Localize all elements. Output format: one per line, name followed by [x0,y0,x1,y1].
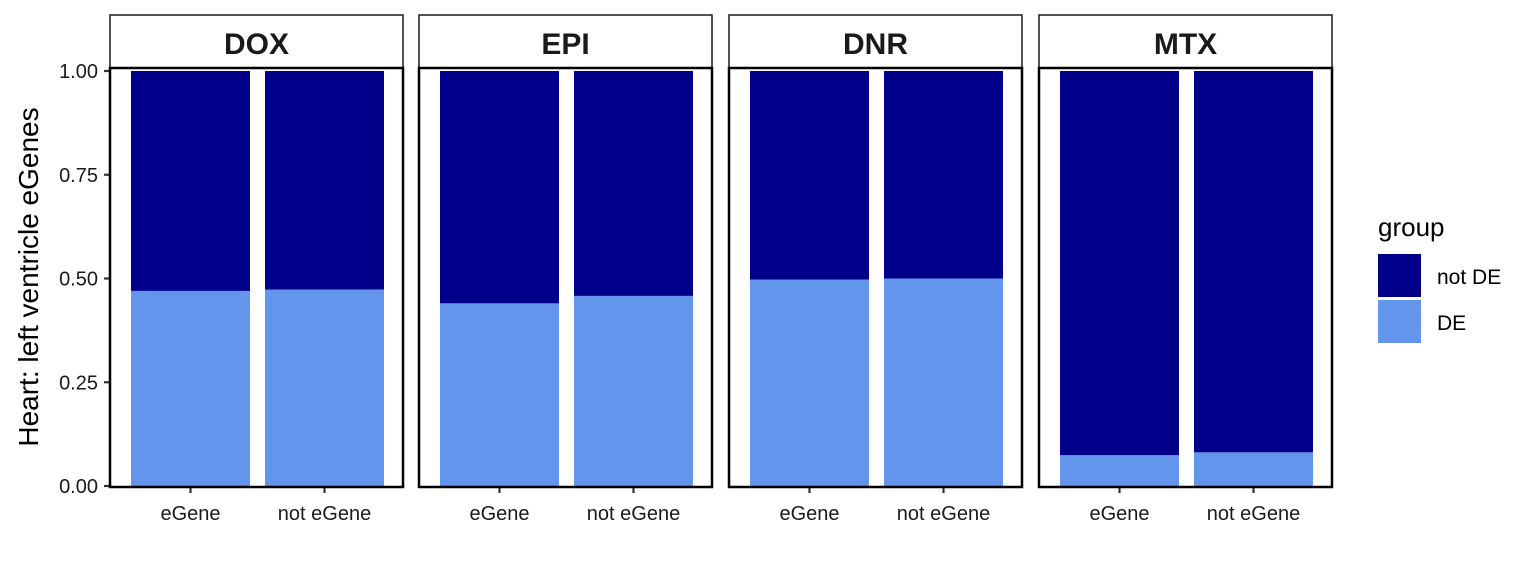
legend-label: DE [1437,312,1466,335]
facet-strip-label: DNR [843,28,908,61]
facet-strip-label: EPI [541,28,589,61]
bar-segment-not-de [750,71,869,280]
facet-panel-epi: EPI eGene not eGene [417,14,714,525]
x-tick-label: not eGene [278,503,371,525]
facet-strip [109,14,404,69]
facet-strip [418,14,713,69]
x-tick-label: not eGene [1207,503,1300,525]
legend-title: group [1378,212,1445,242]
x-tick-label: eGene [779,503,839,525]
x-tick-label: eGene [1089,503,1149,525]
facet-panels: DOX eGene not eGene EPI eGene not eGene DNR eGe… [108,14,1334,525]
bar-segment-not-de [265,71,384,290]
y-axis-title: Heart: left ventricle eGenes [13,107,44,446]
bar-segment-not-de [574,71,693,296]
panel-border [727,66,1024,489]
bar-segment-not-de [884,71,1003,279]
x-tick-label: eGene [160,503,220,525]
legend-label: not DE [1437,266,1501,289]
bar-segment-not-de [440,71,559,304]
legend-key [1378,254,1421,297]
facet-panel-mtx: MTX eGene not eGene [1037,14,1334,525]
panel-border [1037,66,1334,489]
bar-segment-de [1194,452,1313,486]
bar-segment-not-de [131,71,250,291]
bar-segment-de [750,279,869,486]
x-tick-label: not eGene [897,503,990,525]
panel-border [108,66,405,489]
panel-border [417,66,714,489]
facet-strip-label: MTX [1154,28,1217,61]
bar-segment-de [440,303,559,486]
facet-strip-label: DOX [224,28,289,61]
y-tick-label: 0.25 [59,372,98,394]
bar-segment-not-de [1194,71,1313,453]
bar-segment-de [884,278,1003,486]
bar-segment-de [1060,455,1179,486]
bar-segment-not-de [1060,71,1179,456]
x-tick-label: not eGene [587,503,680,525]
y-tick-label: 0.50 [59,269,98,291]
legend: group not DE DE [1378,212,1501,343]
facet-strip [1038,14,1333,69]
facet-panel-dnr: DNR eGene not eGene [727,14,1024,525]
y-tick-label: 0.00 [59,476,98,498]
bar-segment-de [574,295,693,486]
y-axis: 0.00 0.25 0.50 0.75 1.00 [59,61,110,498]
bar-segment-de [131,290,250,486]
y-tick-label: 0.75 [59,165,98,187]
x-tick-label: eGene [469,503,529,525]
facet-panel-dox: DOX eGene not eGene [108,14,405,525]
legend-key [1378,300,1421,343]
y-tick-label: 1.00 [59,61,98,83]
bar-segment-de [265,289,384,486]
